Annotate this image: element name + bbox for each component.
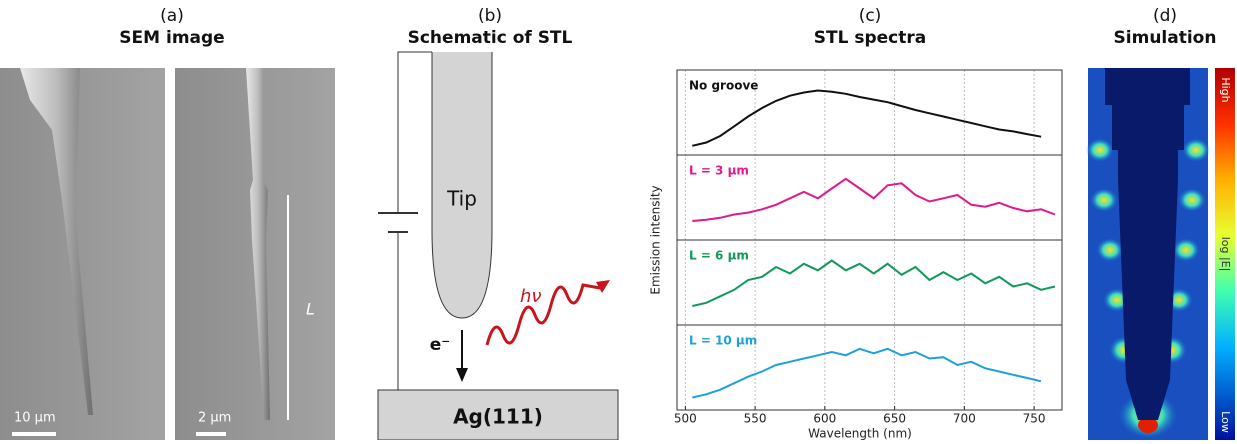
panel-label: (d) [1153, 6, 1177, 26]
panel-label: (a) [160, 6, 184, 26]
sem-image [0, 68, 165, 440]
colorbar-label: log |E| [1219, 237, 1232, 272]
sample [377, 389, 619, 441]
colorbar [1215, 68, 1235, 440]
scale-label: 2 µm [198, 411, 231, 426]
plot: 500 550 600 650 700 750 No groove L = 3 µm L = 6… [674, 69, 1063, 426]
sem-tip [246, 68, 270, 420]
arrowhead [456, 368, 468, 382]
panel-label: (b) [478, 6, 502, 26]
electron-label: e⁻ [430, 335, 451, 355]
series-label: No groove [689, 79, 758, 93]
series-label: L = 10 µm [689, 334, 757, 348]
photon-wave [485, 283, 601, 346]
x-tick-label: 600 [813, 412, 836, 426]
spectrum-line [692, 177, 1056, 222]
scale-label: 10 µm [14, 411, 56, 426]
scale-bar [12, 432, 56, 436]
x-tick-label: 500 [674, 412, 697, 426]
photon-label: hν [520, 286, 541, 307]
colorbar-label: High [1219, 77, 1232, 102]
scale-bar [196, 432, 226, 436]
spectrum-line [692, 347, 1042, 399]
tip-region [1105, 68, 1190, 420]
chart-title: STL spectra [814, 28, 926, 48]
panel-label: (c) [859, 6, 882, 26]
spectrum-line [692, 259, 1056, 307]
sem-tip [20, 68, 93, 415]
panel-title: SEM image [119, 28, 224, 48]
x-tick-label: 650 [883, 412, 906, 426]
subplot-frame [676, 324, 1063, 411]
arrowhead [596, 280, 610, 293]
series-label: L = 3 µm [689, 164, 749, 178]
tip-shape [431, 52, 493, 319]
colorbar-label: Low [1219, 411, 1232, 433]
series-label: L = 6 µm [689, 249, 749, 263]
panel-title: Simulation [1114, 28, 1217, 48]
x-axis-label: Wavelength (nm) [808, 427, 912, 441]
panel-title: Schematic of STL [408, 28, 573, 48]
spectrum-line [692, 89, 1042, 147]
y-axis-label: Emission intensity [649, 185, 663, 294]
wire [397, 51, 432, 213]
x-tick-label: 750 [1023, 412, 1046, 426]
tip-label: Tip [446, 187, 477, 211]
length-label: L [306, 300, 315, 319]
x-tick-label: 700 [953, 412, 976, 426]
sample-label: Ag(111) [453, 405, 543, 429]
x-tick-label: 550 [744, 412, 767, 426]
